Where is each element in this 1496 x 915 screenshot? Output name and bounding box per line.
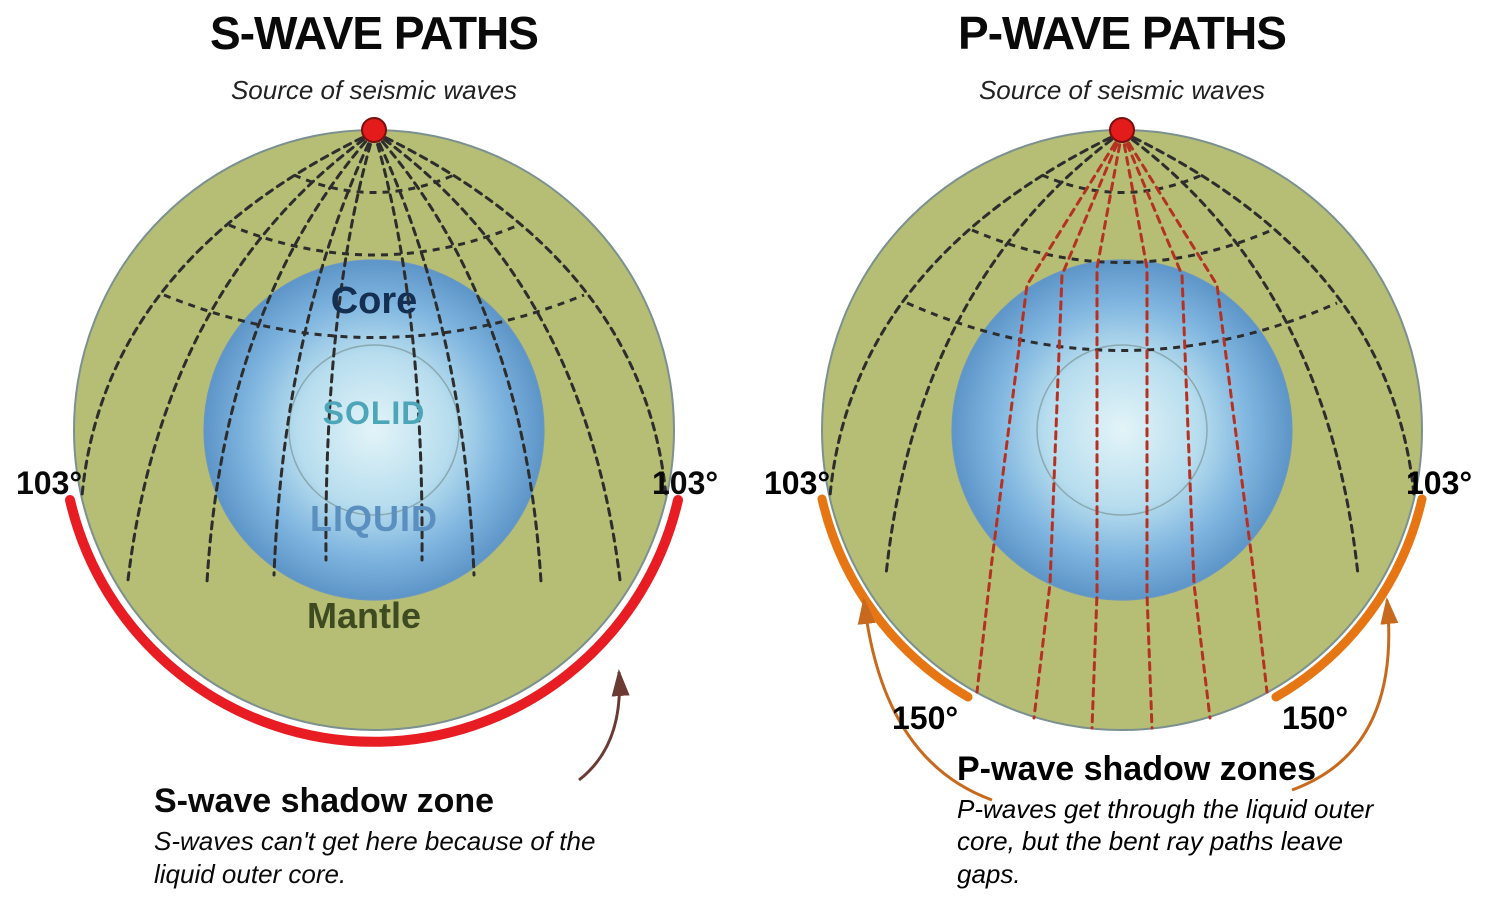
s-angle-right: 103° (652, 465, 718, 502)
seismic-source-icon (362, 118, 386, 142)
seismic-source-icon-p (1110, 118, 1134, 142)
diagram-container: S-WAVE PATHS Source of seismic waves (0, 0, 1496, 915)
solid-label: SOLID (304, 395, 444, 432)
outer-core-circle-p (952, 260, 1292, 600)
p-wave-panel: P-WAVE PATHS Source of seismic waves (772, 0, 1472, 915)
p-caption-title: P-wave shadow zones (957, 750, 1387, 789)
mantle-label: Mantle (264, 595, 464, 637)
p-angle-left-150: 150° (892, 700, 958, 737)
p-angle-right-150: 150° (1282, 700, 1348, 737)
core-label: Core (284, 280, 464, 323)
s-angle-left: 103° (16, 465, 82, 502)
p-angle-left-103: 103° (764, 465, 830, 502)
p-angle-right-103: 103° (1406, 465, 1472, 502)
liquid-label: LIQUID (284, 498, 464, 540)
s-shadow-pointer (579, 672, 620, 780)
s-caption-block: S-wave shadow zone S-waves can't get her… (154, 782, 614, 890)
s-wave-svg (24, 0, 724, 915)
p-caption-block: P-wave shadow zones P-waves get through … (957, 750, 1387, 891)
s-caption-title: S-wave shadow zone (154, 782, 614, 821)
s-caption-text: S-waves can't get here because of the li… (154, 825, 614, 890)
p-caption-text: P-waves get through the liquid outer cor… (957, 793, 1387, 891)
s-wave-panel: S-WAVE PATHS Source of seismic waves (24, 0, 724, 915)
